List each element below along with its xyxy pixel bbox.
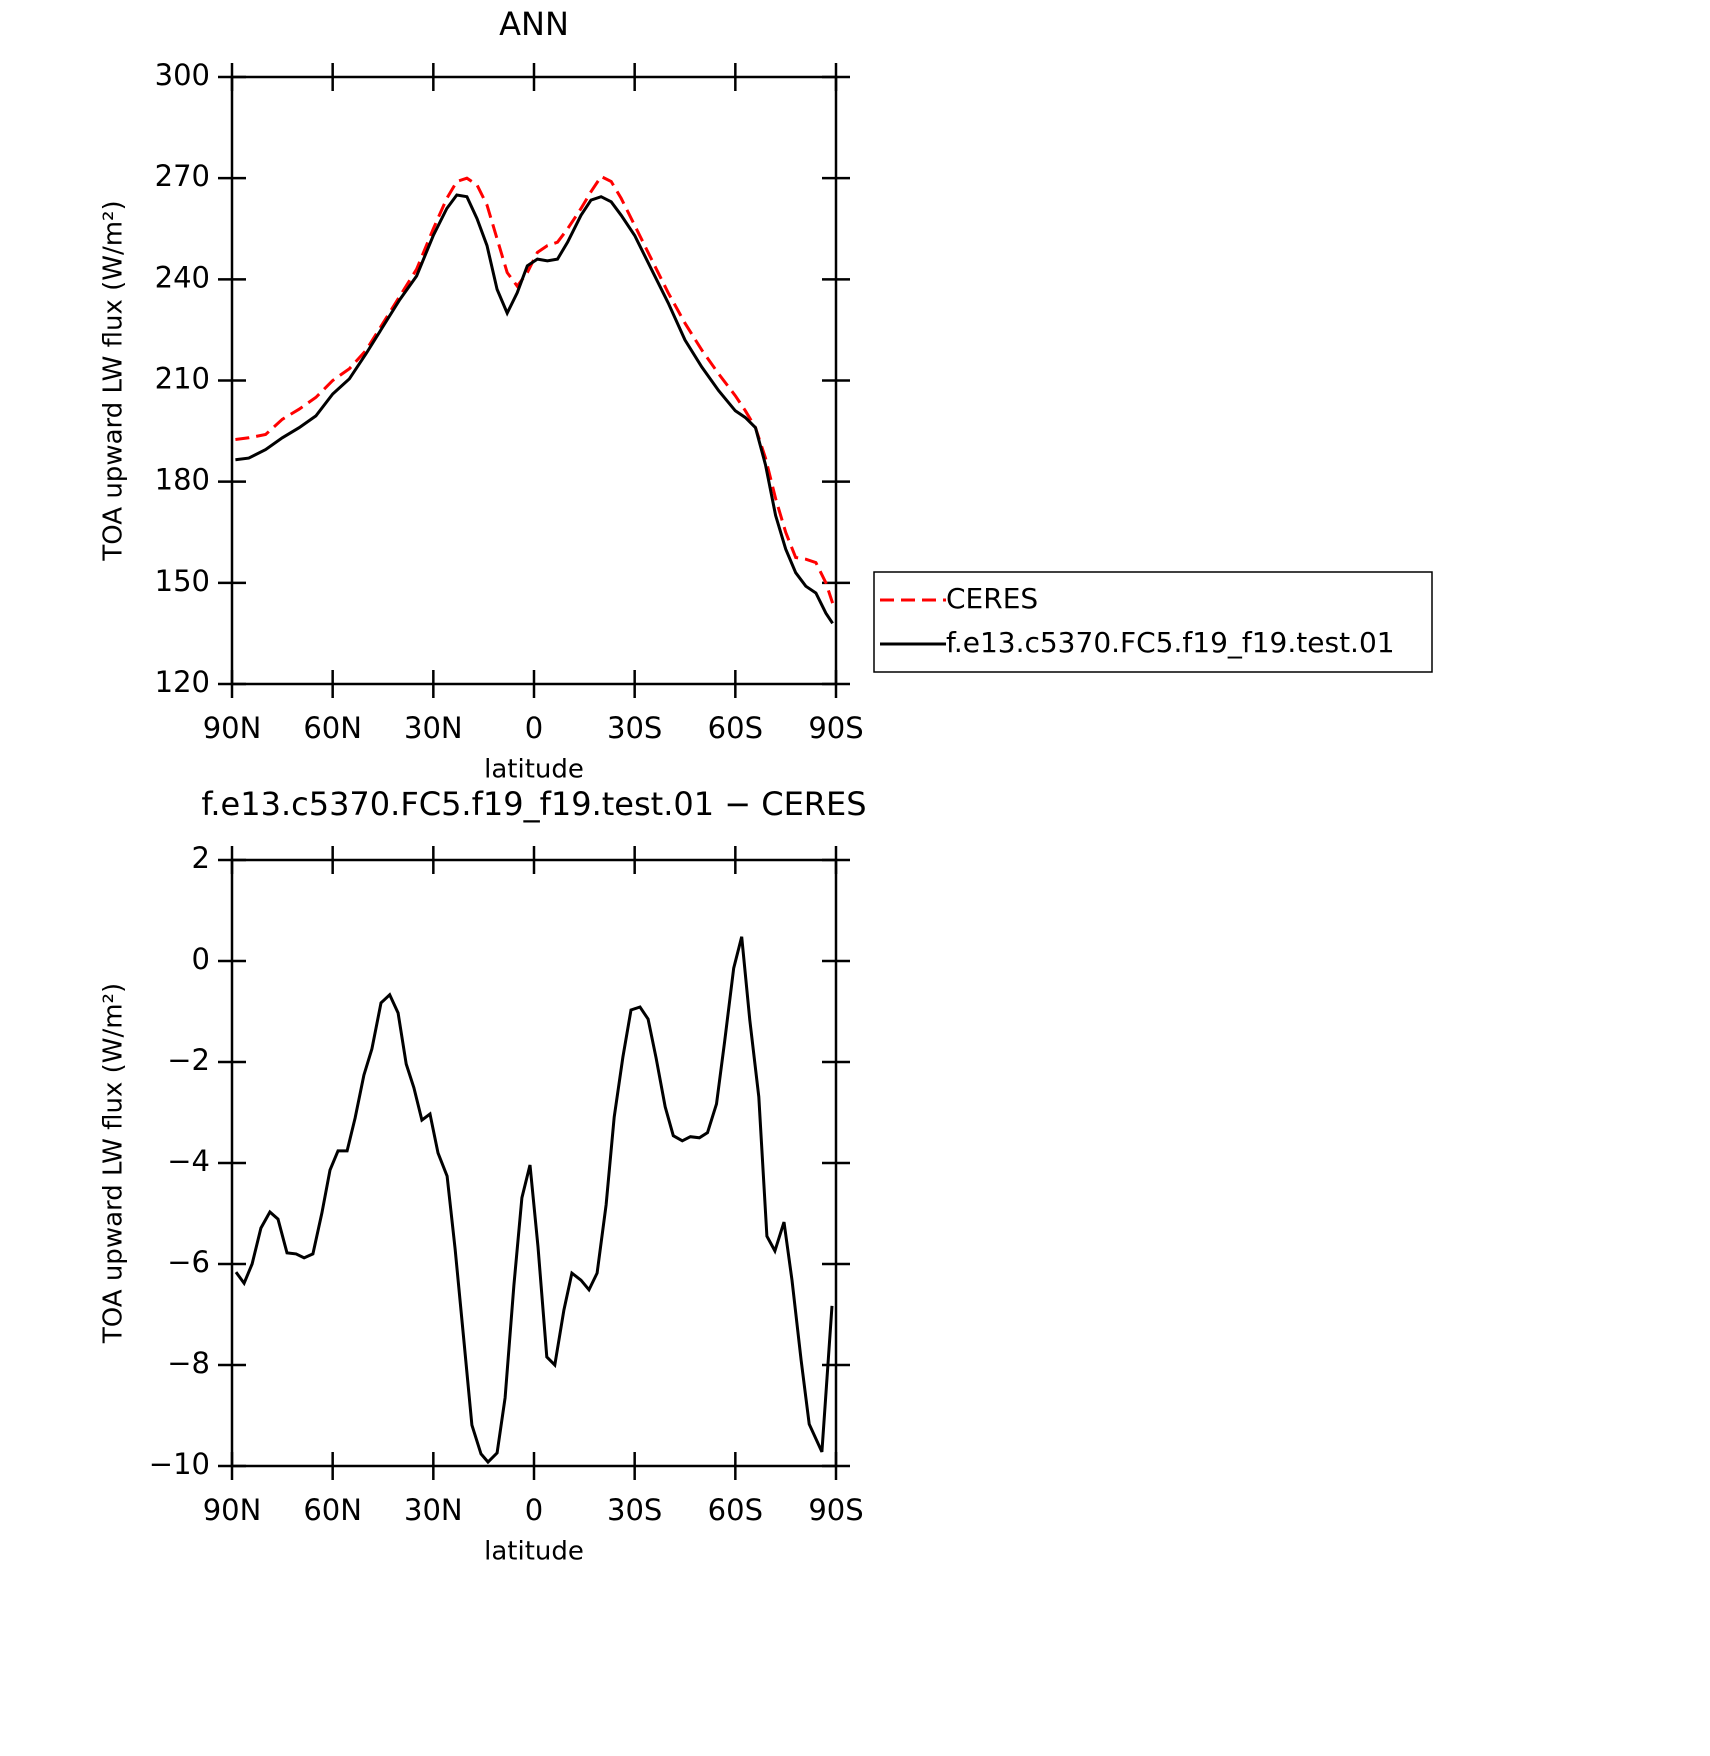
y-tick-label: −8 [167, 1346, 210, 1380]
y-tick-label: 120 [155, 665, 210, 699]
y-tick-label: 270 [155, 159, 210, 193]
x-tick-label: 90N [203, 711, 262, 745]
y-tick-label: −6 [167, 1245, 210, 1279]
x-tick-label: 90N [203, 1493, 262, 1527]
y-tick-label: 180 [155, 463, 210, 497]
x-tick-label: 90S [808, 711, 863, 745]
x-tick-label: 0 [525, 711, 543, 745]
y-tick-label: 2 [192, 841, 210, 875]
y-tick-label: 0 [192, 942, 210, 976]
legend-label: f.e13.c5370.FC5.f19_f19.test.01 [946, 626, 1395, 659]
x-tick-label: 90S [808, 1493, 863, 1527]
x-tick-label: 60N [303, 1493, 362, 1527]
x-tick-label: 60S [708, 711, 763, 745]
x-axis-label: latitude [484, 755, 584, 785]
series-line [235, 193, 834, 625]
y-axis-label: TOA upward LW flux (W/m²) [99, 983, 129, 1344]
x-tick-label: 30S [607, 1493, 662, 1527]
y-tick-label: −2 [167, 1043, 210, 1077]
y-tick-label: 150 [155, 564, 210, 598]
y-tick-label: 210 [155, 362, 210, 396]
chart-title: ANN [499, 5, 569, 43]
chart-title: f.e13.c5370.FC5.f19_f19.test.01 − CERES [201, 785, 866, 823]
y-axis-label: TOA upward LW flux (W/m²) [99, 200, 129, 561]
y-tick-label: 300 [155, 58, 210, 92]
series-line [235, 174, 835, 604]
y-tick-label: −10 [149, 1447, 210, 1481]
x-tick-label: 60N [303, 711, 362, 745]
y-tick-label: 240 [155, 260, 210, 294]
x-tick-label: 30S [607, 711, 662, 745]
legend-box [873, 571, 1433, 673]
plot-frame [230, 75, 838, 686]
plot-frame [230, 858, 838, 1468]
x-tick-label: 0 [525, 1493, 543, 1527]
x-tick-label: 30N [404, 711, 463, 745]
legend-label: CERES [946, 582, 1038, 615]
x-tick-label: 30N [404, 1493, 463, 1527]
series-line [234, 936, 834, 1465]
x-axis-label: latitude [484, 1537, 584, 1567]
x-tick-label: 60S [708, 1493, 763, 1527]
y-tick-label: −4 [167, 1144, 210, 1178]
